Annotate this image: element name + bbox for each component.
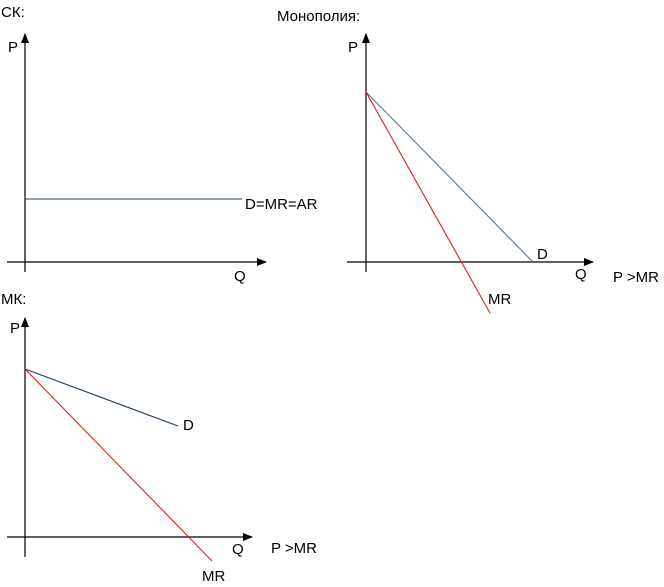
demand-label-sk: D=MR=AR — [245, 196, 318, 213]
panel-monopoly: Монополия: P Q D MR P >MR — [277, 8, 659, 314]
mr-line-mk — [24, 368, 213, 562]
x-axis-label-monopoly: Q — [575, 266, 587, 283]
demand-line-monopoly — [365, 91, 534, 263]
panel-title-sk: СК: — [1, 4, 25, 21]
panel-mk: МК: P Q D MR P >MR — [1, 291, 317, 585]
note-mk: P >MR — [271, 540, 317, 557]
y-axis-label-monopoly: P — [348, 39, 358, 56]
demand-line-mk — [24, 368, 179, 427]
mr-label-monopoly: MR — [488, 291, 511, 308]
demand-label-monopoly: D — [537, 246, 548, 263]
panel-title-monopoly: Монополия: — [277, 8, 360, 25]
panel-title-mk: МК: — [1, 291, 26, 308]
y-axis-label-sk: P — [8, 39, 18, 56]
x-axis-label-mk: Q — [232, 541, 244, 558]
mr-line-monopoly — [365, 91, 491, 314]
panel-sk: СК: P Q D=MR=AR — [1, 4, 318, 285]
x-axis-label-sk: Q — [234, 268, 246, 285]
demand-label-mk: D — [183, 417, 194, 434]
y-axis-label-mk: P — [10, 320, 20, 337]
note-monopoly: P >MR — [613, 269, 659, 286]
mr-label-mk: MR — [202, 568, 225, 585]
